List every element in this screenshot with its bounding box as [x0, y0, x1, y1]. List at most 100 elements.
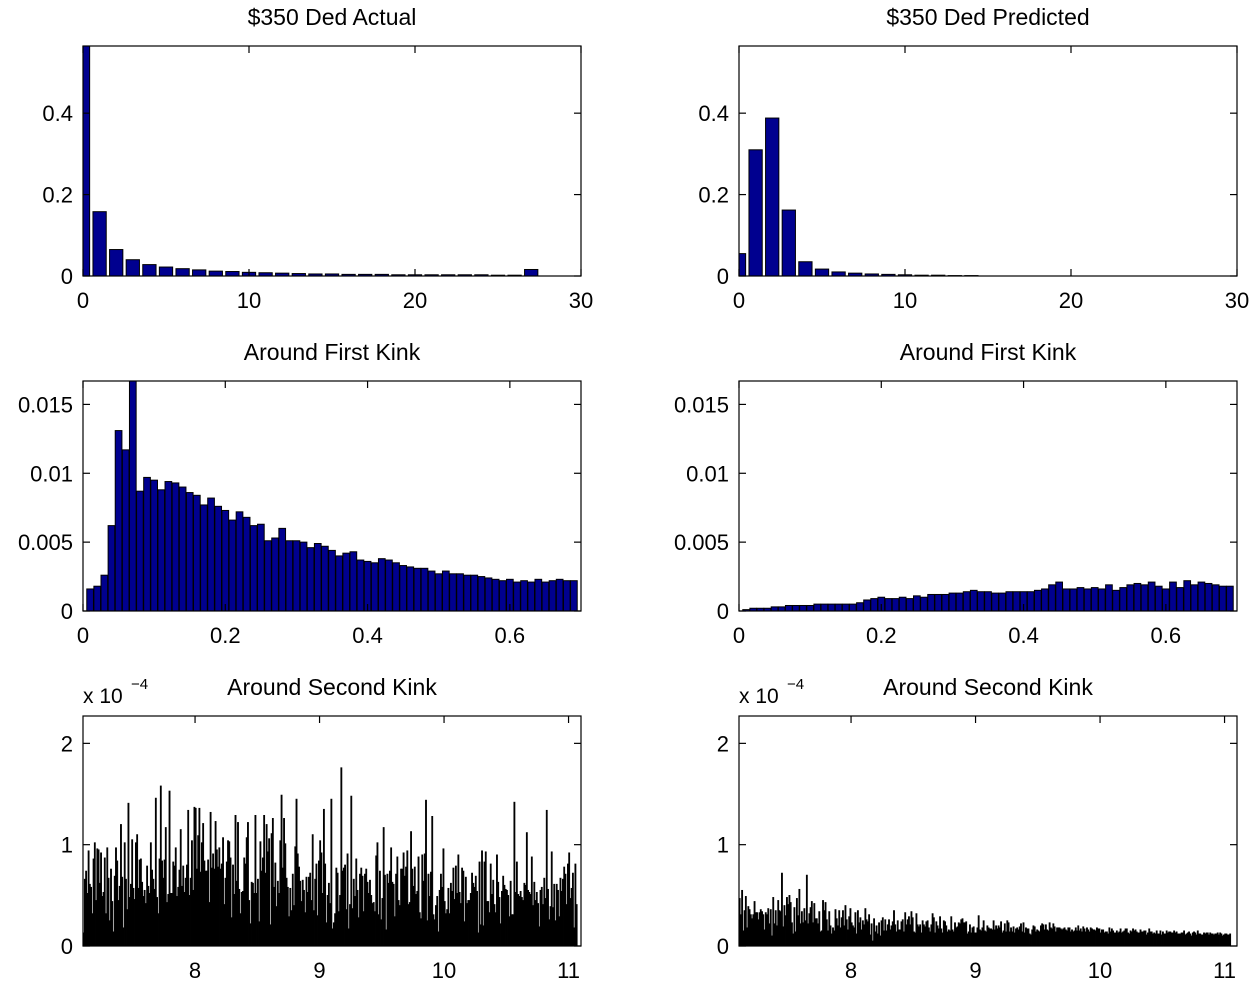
bar — [1062, 588, 1071, 611]
axes-frame — [738, 45, 1238, 277]
y-multiplier: x 10 — [83, 685, 123, 708]
x-tick-label: 0 — [77, 288, 89, 313]
bar — [769, 909, 772, 946]
bar — [575, 904, 578, 946]
bar — [741, 889, 744, 946]
bar — [748, 149, 763, 276]
bar — [913, 595, 921, 611]
axes-frame — [82, 715, 582, 947]
bar — [884, 598, 893, 611]
bar — [249, 525, 258, 611]
bar — [781, 209, 796, 276]
bar — [379, 870, 381, 946]
subplot-2: 0 10 20 30 0 0.2 0.4 $350 Ded Predicted — [698, 4, 1249, 313]
bar — [509, 880, 512, 946]
bar — [385, 559, 393, 611]
bar — [376, 842, 379, 946]
bar — [1133, 582, 1142, 611]
x-tick-label: 0.2 — [210, 623, 241, 648]
bar — [462, 870, 465, 946]
bar — [143, 476, 151, 611]
bar — [537, 903, 539, 946]
bar — [848, 603, 857, 611]
subplot-3: 0 0.2 0.4 0.6 0 0.005 0.01 0.015 Around First Ki… — [18, 339, 582, 648]
bar — [484, 851, 487, 946]
bar — [1119, 587, 1128, 611]
bar — [1183, 580, 1192, 611]
bar — [93, 585, 102, 611]
chart-title: Around Second Kink — [883, 674, 1093, 700]
bar — [1229, 933, 1232, 946]
bar — [128, 381, 137, 611]
bar — [525, 832, 528, 946]
bar — [417, 856, 420, 946]
bar — [1154, 585, 1163, 611]
x-tick-label: 11 — [1213, 958, 1236, 983]
bar — [955, 592, 964, 611]
x-tick-label: 10 — [1088, 958, 1112, 983]
bar — [524, 268, 539, 276]
bar — [157, 489, 166, 611]
bars — [739, 117, 979, 276]
bar — [328, 549, 336, 611]
bar — [863, 599, 871, 611]
axes-frame — [738, 380, 1238, 612]
y-tick-label: 0.2 — [42, 183, 73, 208]
bar — [470, 574, 479, 611]
x-tick-label: 10 — [432, 958, 456, 983]
bar — [225, 271, 240, 276]
bar — [420, 567, 429, 611]
bar — [150, 479, 158, 611]
bar — [221, 509, 230, 611]
x-tick-label: 0 — [77, 623, 89, 648]
bar — [335, 555, 343, 611]
bar — [200, 504, 208, 611]
bar — [934, 593, 943, 611]
x-tick-label: 0.6 — [1151, 623, 1182, 648]
bar — [349, 551, 358, 611]
x-tick-label: 8 — [845, 958, 857, 983]
subplot-1: 0 10 20 30 0 0.2 0.4 $350 Ded Actual — [42, 4, 593, 313]
bar — [164, 827, 167, 946]
bar — [784, 604, 793, 611]
bar — [831, 271, 846, 276]
bar — [841, 603, 850, 611]
y-tick-label: 0 — [717, 264, 729, 289]
bar — [541, 581, 550, 611]
bar — [406, 566, 415, 611]
bar — [481, 850, 483, 946]
bar — [498, 580, 507, 611]
y-tick-label: 0.005 — [674, 530, 729, 555]
bar — [192, 269, 207, 276]
bar — [109, 249, 124, 276]
bar — [363, 560, 372, 611]
bar — [370, 562, 379, 611]
bar — [977, 591, 985, 611]
bar — [484, 577, 493, 611]
bar — [827, 603, 836, 611]
bar — [948, 592, 957, 611]
bar — [342, 552, 351, 611]
bar — [534, 578, 543, 611]
bar — [513, 581, 521, 611]
bar — [927, 593, 935, 611]
bar — [834, 603, 843, 611]
bar — [449, 573, 457, 611]
bar — [185, 492, 194, 611]
x-tick-label: 0 — [733, 288, 745, 313]
bar — [814, 268, 830, 276]
bar — [1026, 591, 1035, 611]
bar — [192, 494, 201, 611]
bar — [383, 874, 386, 946]
y-tick-label: 1 — [61, 833, 73, 858]
bar — [292, 540, 301, 611]
bar — [456, 573, 464, 611]
x-tick-label: 11 — [557, 958, 580, 983]
bar — [891, 598, 900, 611]
bar — [158, 266, 174, 276]
bar — [406, 850, 409, 946]
bars — [83, 46, 539, 276]
x-tick-label: 0.6 — [495, 623, 526, 648]
y-tick-label: 0 — [717, 599, 729, 624]
bar — [427, 570, 436, 611]
